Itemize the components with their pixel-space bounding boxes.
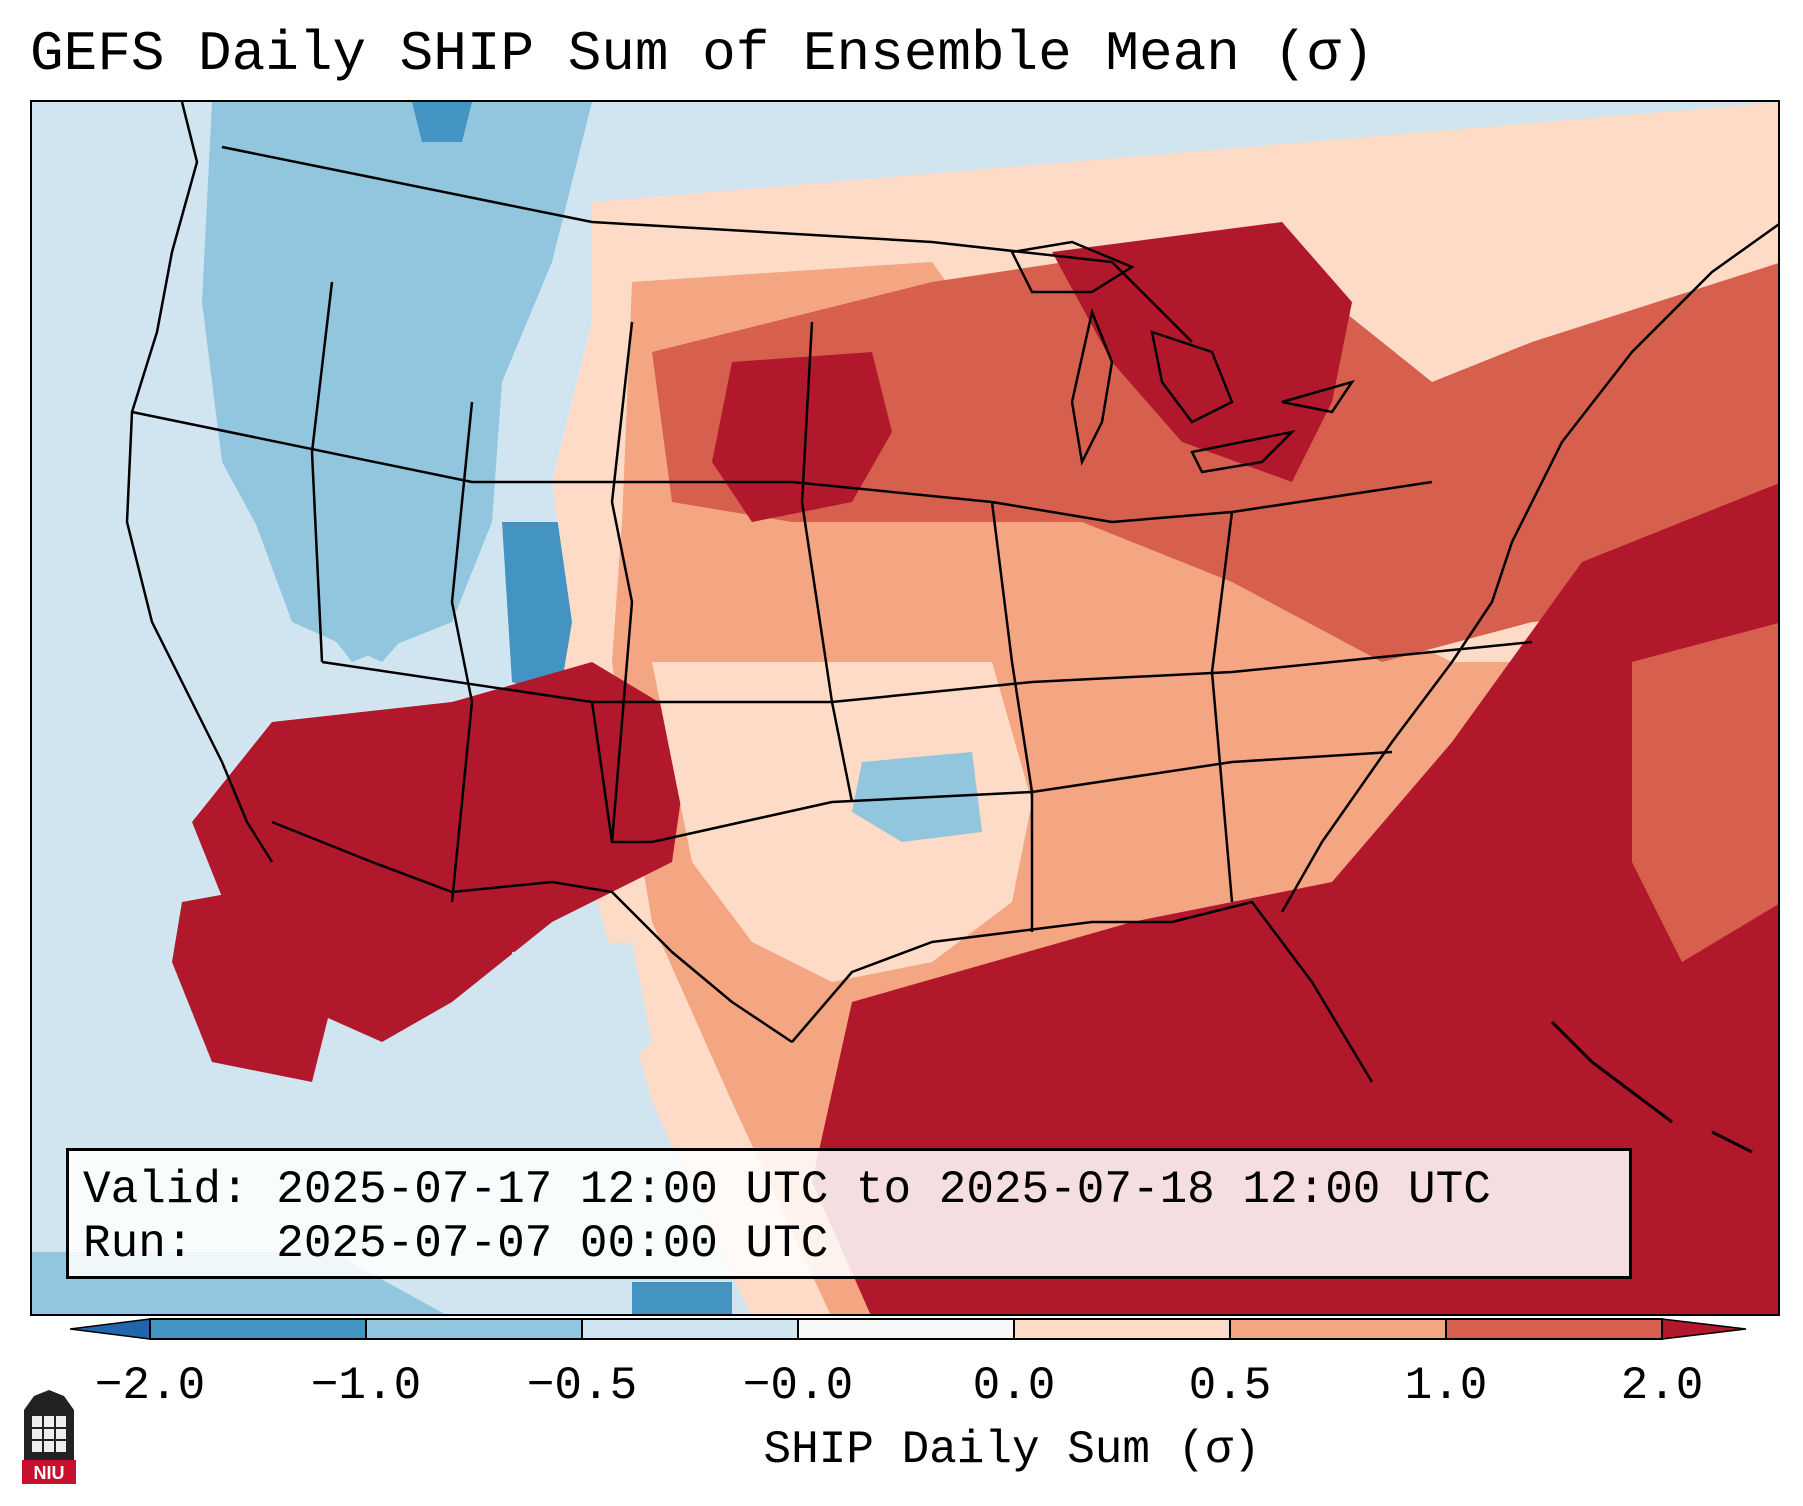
great-lakes-outlines <box>1010 240 1355 474</box>
map-title: GEFS Daily SHIP Sum of Ensemble Mean (σ) <box>30 22 1375 86</box>
colorbar-tick-label: 2.0 <box>1620 1360 1704 1412</box>
colorbar-over-arrow <box>1661 1318 1747 1340</box>
colorbar <box>70 1318 1747 1340</box>
meridian-d <box>800 321 854 803</box>
caribbean-islands <box>1550 1020 1753 1154</box>
atlantic-mid-red-patch <box>1632 623 1778 962</box>
colorbar-label: SHIP Daily Sum (σ) <box>763 1424 1261 1476</box>
colorbar-bin-4 <box>798 1319 1014 1339</box>
colorbar-tick-label: 0.0 <box>972 1360 1056 1412</box>
colorbar-tick-label: −0.0 <box>742 1360 854 1412</box>
gulf-atlantic-dark-red-region <box>812 483 1778 1314</box>
map-panel[interactable] <box>30 100 1780 1316</box>
niu-logo: NIU <box>22 1390 76 1484</box>
ship-anomaly-map <box>32 102 1778 1314</box>
gulf-coast <box>791 900 1374 1083</box>
great-basin-blue-region <box>222 432 462 662</box>
valid-run-info-box: Valid: 2025-07-17 12:00 UTC to 2025-07-1… <box>66 1148 1632 1279</box>
dakota-dark-red-region <box>712 352 892 522</box>
colorbar-tick-label: 0.5 <box>1188 1360 1272 1412</box>
colorbar-bin-7 <box>1446 1319 1662 1339</box>
meridian-c <box>610 321 634 843</box>
colorbar-bin-3 <box>582 1319 798 1339</box>
meridian-a <box>310 281 334 663</box>
us-west-coast <box>125 102 274 863</box>
north-plains-strong-red-region <box>652 252 1778 662</box>
colorbar-bin-1 <box>150 1319 366 1339</box>
us-mexico-border <box>271 820 793 1044</box>
colorbar-tick-label: 1.0 <box>1404 1360 1488 1412</box>
atlantic-coast <box>1280 223 1778 913</box>
idaho-strong-blue-patch <box>412 102 472 142</box>
meridian-b <box>450 401 474 903</box>
meridian-f <box>1210 511 1234 903</box>
southwest-dark-red-region <box>192 662 692 1042</box>
state-borders <box>125 102 1778 1083</box>
texas-light-region <box>652 662 1032 982</box>
baja-dark-red-region <box>172 882 332 1082</box>
southern-edge-strong-blue <box>632 1282 732 1314</box>
colorbar-bin-5 <box>1014 1319 1230 1339</box>
great-lakes-dark-red-region <box>1052 222 1352 482</box>
niu-logo-text: NIU <box>34 1463 65 1483</box>
states-row-mid <box>321 640 1533 704</box>
us-canada-border <box>221 145 1193 343</box>
colorbar-under-arrow <box>70 1318 151 1340</box>
meridian-e <box>990 501 1034 932</box>
mexico-light-blue-patch <box>512 942 652 1102</box>
run-time-text: Run: 2025-07-07 00:00 UTC <box>83 1218 829 1270</box>
valid-time-text: Valid: 2025-07-17 12:00 UTC to 2025-07-1… <box>83 1164 1491 1216</box>
colorbar-tick-label: −0.5 <box>526 1360 638 1412</box>
colorbar-bin-2 <box>366 1319 582 1339</box>
colorbar-tick-label: −2.0 <box>94 1360 206 1412</box>
colorbar-bin-6 <box>1230 1319 1446 1339</box>
colorbar-tick-label: −1.0 <box>310 1360 422 1412</box>
